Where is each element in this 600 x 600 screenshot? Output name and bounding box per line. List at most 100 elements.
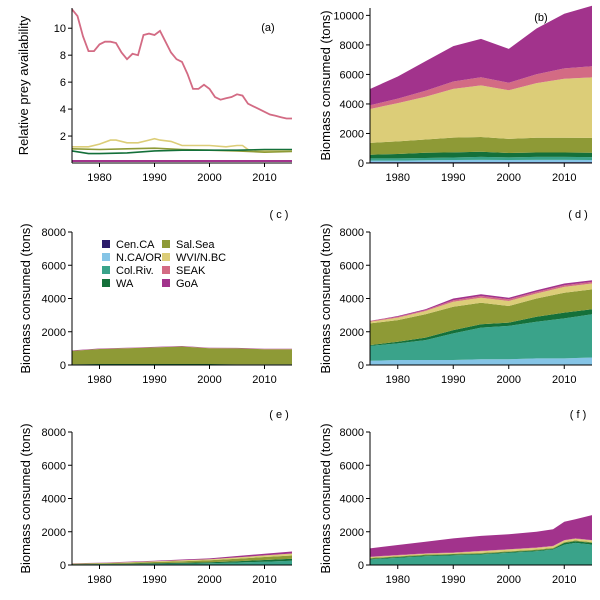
x-tick-label: 1990 [441,374,465,386]
x-tick-label: 1990 [142,574,166,586]
y-tick-label: 2 [60,131,66,143]
x-tick-label: 1990 [441,574,465,586]
legend-swatch-sal-sea [162,240,170,248]
area-layer-sal-sea [72,555,292,565]
y-tick-label: 4000 [340,99,364,111]
area-layer-wvi-n-bc [370,283,592,324]
y-tick-label: 2000 [42,327,66,339]
panel-e: 1980 1990 2000 2010 0 2000 4000 6000 8000 Biomass… [18,409,292,586]
y-axis-label: Biomass consumed (tons) [18,423,33,573]
y-tick-label: 2000 [340,527,364,539]
y-tick-label: 0 [60,560,66,572]
y-tick-label: 6000 [42,260,66,272]
area-layer-wvi-n-bc [370,538,592,558]
area-layer-sal-sea [370,540,592,559]
panel-f: 1980 1990 2000 2010 0 2000 4000 6000 8000 Biomass… [318,409,592,586]
y-tick-label: 0 [358,158,364,170]
panel-tag: (a) [261,22,274,34]
panel-tag: ( d ) [568,209,588,221]
y-axis-label: Biomass consumed (tons) [318,10,333,160]
area-layer-wa [370,309,592,346]
y-tick-label: 6 [60,77,66,89]
x-tick-label: 1980 [386,172,410,184]
y-tick-label: 2000 [340,128,364,140]
panel-tag: ( e ) [269,409,289,421]
x-tick-label: 2000 [197,172,221,184]
x-tick-label: 2000 [497,574,521,586]
y-tick-label: 8000 [42,227,66,239]
y-axis-label: Relative prey availability [16,15,31,155]
y-tick-label: 2000 [340,327,364,339]
y-tick-label: 4000 [42,494,66,506]
legend-label-seak: SEAK [176,265,206,277]
area-layer-seak [370,66,592,109]
legend-label-goa: GoA [176,278,199,290]
area-layer-n-ca-or [370,357,592,365]
y-tick-label: 6000 [340,260,364,272]
panel-c: 1980 1990 2000 2010 0 2000 4000 6000 8000 Biomass… [18,209,292,386]
area-layer-wvi-n-bc [370,77,592,143]
panel-a: 1980 1990 2000 2010 2 4 6 8 10 Relative prey avai… [16,8,293,184]
area-layer-seak [370,281,592,322]
x-tick-label: 1990 [142,374,166,386]
area-layer-goa [370,5,592,106]
panel-d: 1980 1990 2000 2010 0 2000 4000 6000 8000 Biomass… [318,209,592,386]
y-tick-label: 0 [60,360,66,372]
x-tick-label: 2000 [197,374,221,386]
y-tick-label: 4000 [340,294,364,306]
legend-swatch-wa [102,279,110,287]
x-tick-label: 1980 [87,574,111,586]
y-tick-label: 6000 [340,460,364,472]
area-layer-wa [370,151,592,159]
legend-swatch-cen-ca [102,240,110,248]
x-tick-label: 2000 [497,172,521,184]
y-tick-label: 2000 [42,527,66,539]
area-layer-sal-sea [370,289,592,346]
area-layer-goa [370,515,592,557]
y-tick-label: 4000 [340,494,364,506]
area-layer-goa [72,346,292,351]
legend-label-col-riv-: Col.Riv. [116,265,154,277]
y-tick-label: 6000 [340,69,364,81]
x-tick-label: 1980 [87,374,111,386]
y-tick-label: 8 [60,50,66,62]
area-layer-seak [72,346,292,351]
legend-swatch-goa [162,279,170,287]
x-tick-label: 2010 [252,172,276,184]
legend-label-cen-ca: Cen.CA [116,239,155,251]
x-tick-label: 2000 [197,574,221,586]
line-series-wa [71,148,292,155]
y-axis-label: Biomass consumed (tons) [318,223,333,373]
panel-tag: (b) [534,12,547,24]
y-tick-label: 0 [358,560,364,572]
x-tick-label: 1990 [441,172,465,184]
area-layer-wa [370,541,592,560]
line-series-seak [71,8,292,120]
area-layer-col-riv- [370,156,592,161]
area-layer-n-ca-or [370,159,592,163]
x-tick-label: 2010 [252,374,276,386]
y-tick-label: 10000 [333,10,364,22]
panel-tag: ( f ) [570,409,587,421]
x-tick-label: 2010 [252,574,276,586]
area-layer-sal-sea [370,137,592,155]
legend-label-sal-sea: Sal.Sea [176,239,215,251]
panel-tag: ( c ) [270,209,289,221]
legend-swatch-wvi-n-bc [162,253,170,261]
area-layer-col-riv- [370,542,592,565]
panel-b: 1980 1990 2000 2010 0 2000 4000 6000 8000 10000Bi… [318,5,592,184]
area-layer-col-riv- [72,560,292,565]
y-tick-label: 4 [60,104,66,116]
area-layer-goa [370,280,592,321]
y-axis-label: Biomass consumed (tons) [18,223,33,373]
legend-label-wvi-n-bc: WVI/N.BC [176,252,226,264]
y-tick-label: 8000 [340,427,364,439]
area-layer-col-riv- [370,314,592,361]
x-tick-label: 2010 [552,574,576,586]
y-axis-label: Biomass consumed (tons) [318,423,333,573]
x-tick-label: 1980 [386,574,410,586]
x-tick-label: 1990 [142,172,166,184]
legend-label-wa: WA [116,278,134,290]
